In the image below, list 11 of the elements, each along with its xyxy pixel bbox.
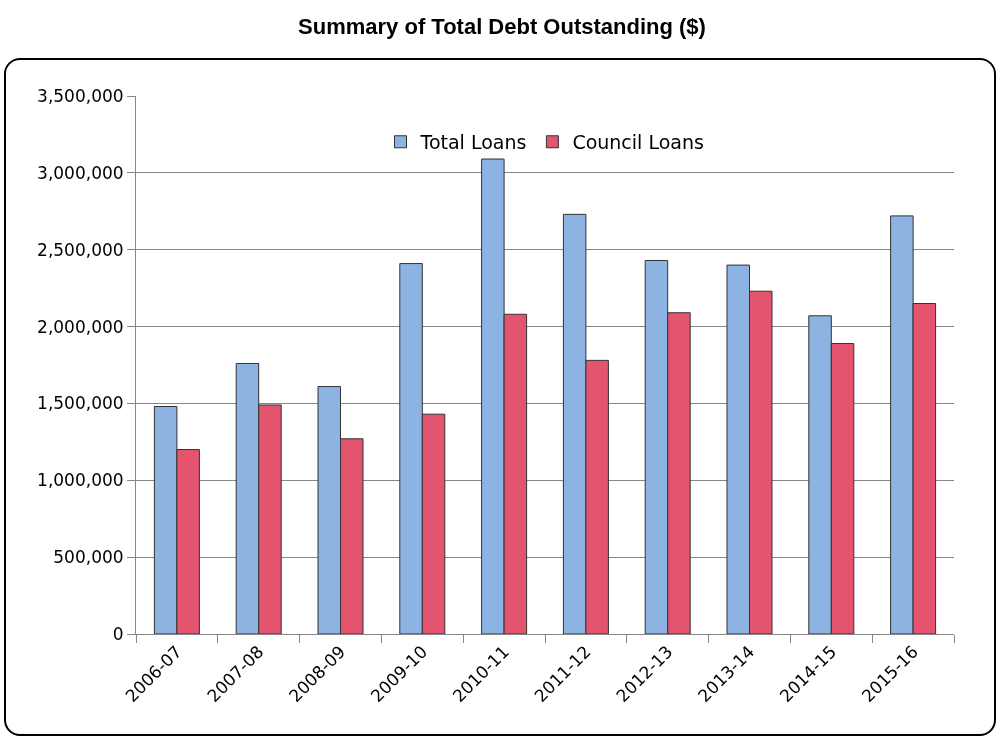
y-tick-label: 1,000,000 bbox=[37, 470, 124, 491]
y-tick-label: 1,500,000 bbox=[37, 393, 124, 414]
y-tick-label: 3,000,000 bbox=[37, 162, 124, 183]
legend-label: Council Loans bbox=[572, 131, 704, 154]
y-tick-label: 0 bbox=[112, 623, 124, 644]
y-tick-label: 3,500,000 bbox=[37, 85, 124, 106]
legend-label: Total Loans bbox=[419, 131, 527, 154]
y-tick-label: 2,500,000 bbox=[37, 239, 124, 260]
chart-title: Summary of Total Debt Outstanding ($) bbox=[297, 14, 707, 40]
y-tick-label: 2,000,000 bbox=[37, 316, 124, 337]
y-tick-label: 500,000 bbox=[53, 547, 124, 568]
